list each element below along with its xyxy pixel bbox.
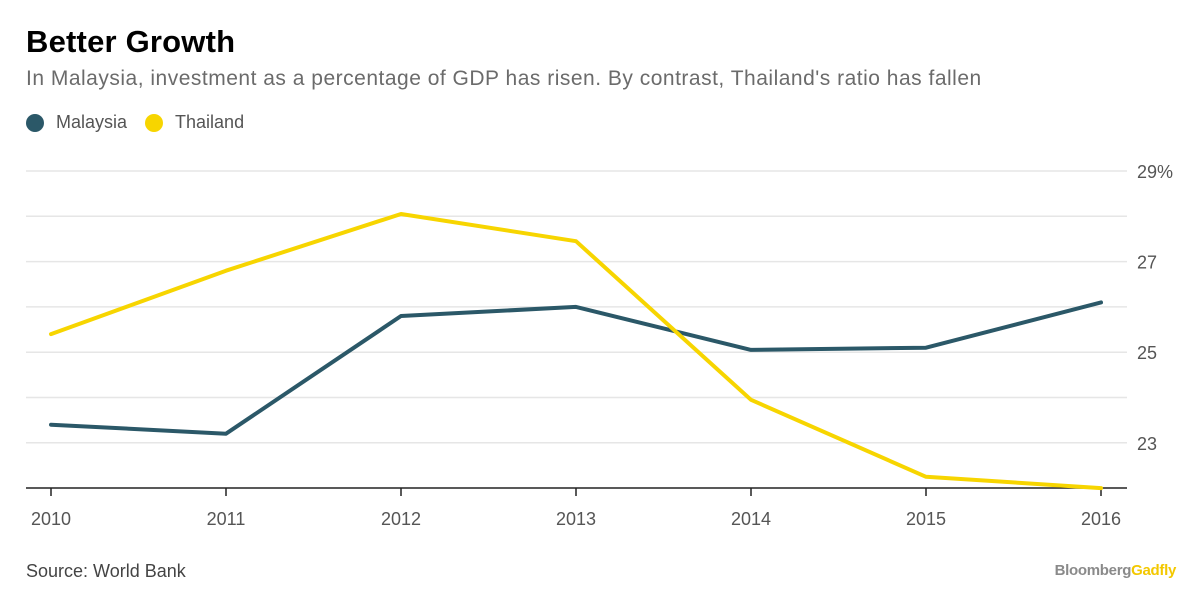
x-tick-label-2015: 2015 (906, 509, 946, 529)
x-tick-label-2011: 2011 (207, 509, 246, 529)
series-line-malaysia (49, 300, 1103, 436)
legend-swatch-malaysia (26, 113, 44, 132)
chart-title: Better Growth (26, 24, 236, 59)
x-tick-label-2016: 2016 (1081, 509, 1121, 529)
series-line-thailand (49, 212, 1103, 491)
x-tick-label-2010: 2010 (31, 509, 71, 529)
y-tick-label-23: 23 (1137, 434, 1157, 454)
legend-label-thailand: Thailand (175, 112, 245, 132)
y-tick-label-27: 27 (1137, 253, 1157, 273)
legend-item-malaysia: Malaysia (26, 112, 127, 133)
x-tick-label-2012: 2012 (381, 509, 421, 529)
source-note: Source: World Bank (26, 561, 186, 581)
legend: Malaysia Thailand (26, 112, 262, 133)
brand-logo: BloombergGadfly (1054, 562, 1177, 579)
chart-subtitle: In Malaysia, investment as a percentage … (26, 67, 982, 90)
legend-item-thailand: Thailand (145, 112, 244, 133)
x-tick-label-2014: 2014 (731, 509, 771, 529)
brand-gadfly: Gadfly (1131, 562, 1176, 579)
x-tick-label-2013: 2013 (556, 509, 596, 529)
y-tick-label-29: 29% (1137, 162, 1173, 182)
brand-bloomberg: Bloomberg (1054, 562, 1132, 579)
y-tick-label-25: 25 (1137, 343, 1157, 363)
legend-label-malaysia: Malaysia (56, 112, 128, 132)
legend-swatch-thailand (145, 113, 164, 132)
